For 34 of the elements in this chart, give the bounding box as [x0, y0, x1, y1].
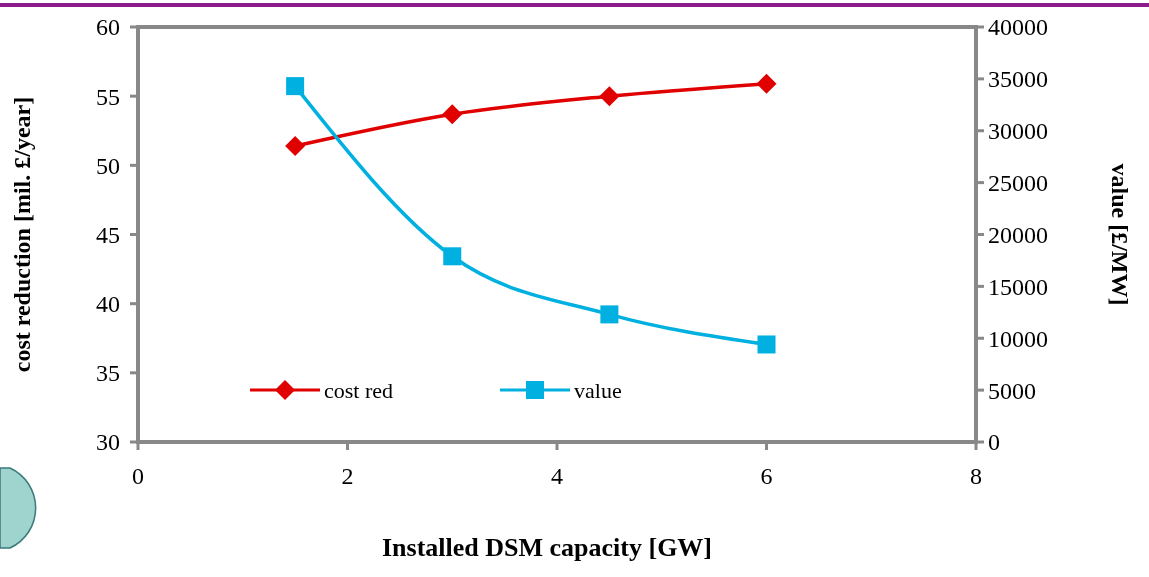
y2-tick-label: 35000 — [988, 66, 1048, 93]
x-tick-label: 6 — [760, 463, 773, 489]
y2-tick-label: 40000 — [988, 14, 1048, 41]
y-tick-label: 35 — [96, 360, 120, 387]
x-tick-label: 2 — [341, 463, 354, 489]
y-tick-label: 30 — [96, 429, 120, 456]
y-tick-label: 55 — [96, 83, 120, 110]
y2-tick-label: 15000 — [988, 273, 1048, 300]
point — [600, 305, 619, 324]
legend-label: value — [574, 377, 622, 403]
y2-tick-label: 25000 — [988, 170, 1048, 197]
point — [285, 135, 306, 156]
legend-label: cost red — [324, 377, 394, 403]
y2-tick-label: 5000 — [988, 377, 1036, 404]
point — [756, 73, 777, 94]
y2-tick-label: 0 — [988, 429, 1000, 456]
x-tick-label: 8 — [970, 463, 982, 489]
x-tick-label: 4 — [551, 463, 563, 489]
x-tick-label: 0 — [132, 463, 144, 489]
y2-tick-label: 30000 — [988, 118, 1048, 145]
y-tick-label: 45 — [96, 221, 120, 248]
point — [442, 104, 463, 125]
y2-tick-label: 20000 — [988, 221, 1048, 248]
y-tick-label: 50 — [96, 152, 120, 179]
point — [757, 335, 776, 354]
y-axis-title: cost reduction [mil. £/year] — [9, 96, 35, 373]
point — [599, 86, 620, 107]
point — [443, 247, 462, 266]
y2-tick-label: 10000 — [988, 325, 1048, 352]
x-axis-title: Installed DSM capacity [GW] — [381, 533, 713, 562]
y-tick-label: 40 — [96, 291, 120, 318]
y-tick-label: 60 — [96, 14, 120, 41]
y2-axis-title: value [£/MW] — [1107, 163, 1133, 306]
point — [286, 77, 305, 96]
